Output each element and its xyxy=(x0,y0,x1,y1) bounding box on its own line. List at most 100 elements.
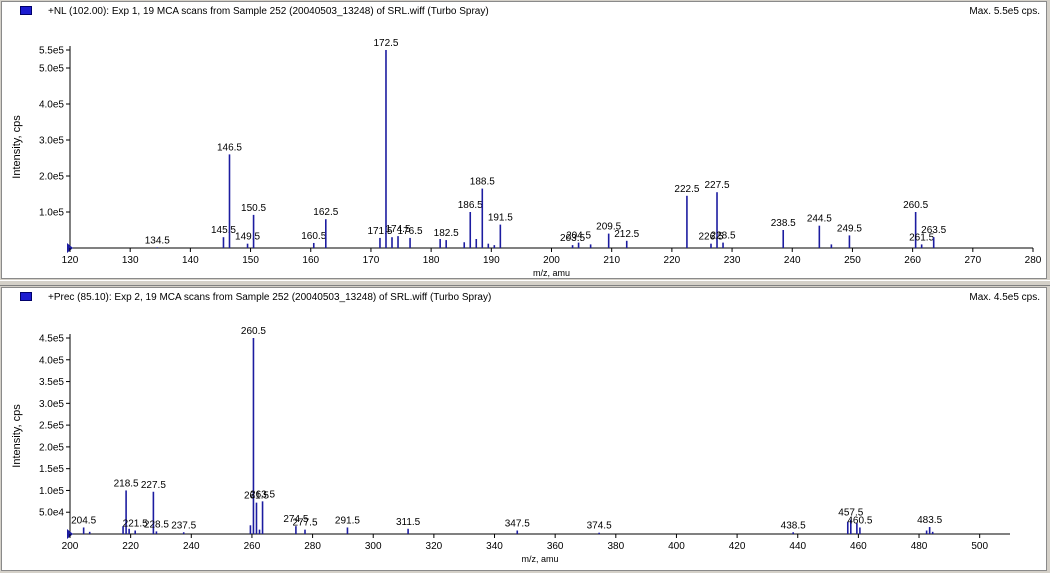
peak-label: 227.5 xyxy=(705,180,730,191)
pane-header: +NL (102.00): Exp 1, 19 MCA scans from S… xyxy=(2,2,1046,22)
y-tick-label: 5.5e5 xyxy=(39,46,64,57)
pane-select-marker[interactable] xyxy=(20,6,32,15)
x-tick-label: 500 xyxy=(971,541,988,552)
x-tick-label: 340 xyxy=(486,541,503,552)
spectrum-chart-nl[interactable]: 120 130 140 150 160 170 180 190 200 210 220 230 240 2… xyxy=(2,2,1046,278)
spectrum-chart-prec[interactable]: 200 220 240 260 280 300 320 340 360 380 400 420 440 4… xyxy=(2,288,1046,570)
peak-label: 204.5 xyxy=(566,231,591,242)
y-tick-label: 2.0e5 xyxy=(39,172,64,183)
x-tick-label: 190 xyxy=(483,255,500,266)
peak-label: 171.5 xyxy=(367,226,392,237)
peak-label: 438.5 xyxy=(781,520,806,531)
x-tick-label: 270 xyxy=(964,255,981,266)
y-tick-label: 2.0e5 xyxy=(39,442,64,453)
peak-label: 249.5 xyxy=(837,223,862,234)
peak-label: 182.5 xyxy=(434,228,459,239)
x-tick-label: 230 xyxy=(724,255,741,266)
peak-label: 347.5 xyxy=(505,519,530,530)
peak-label: 291.5 xyxy=(335,515,360,526)
x-tick-label: 280 xyxy=(1025,255,1042,266)
y-tick-label: 1.0e5 xyxy=(39,486,64,497)
x-tick-label: 300 xyxy=(365,541,382,552)
spectrum-pane-bottom: +Prec (85.10): Exp 2, 19 MCA scans from … xyxy=(1,287,1047,571)
y-tick-label: 5.0e5 xyxy=(39,64,64,75)
peak-label: 146.5 xyxy=(217,142,242,153)
peak-label: 238.5 xyxy=(771,218,796,229)
x-tick-label: 120 xyxy=(62,255,79,266)
x-axis-label: m/z, amu xyxy=(533,268,570,278)
max-intensity-label: Max. 5.5e5 cps. xyxy=(969,6,1040,17)
peak-label: 274.5 xyxy=(283,514,308,525)
max-intensity-label: Max. 4.5e5 cps. xyxy=(969,292,1040,303)
y-axis-label: Intensity, cps xyxy=(11,404,23,468)
peak-label: 149.5 xyxy=(235,232,260,243)
peak-label: 244.5 xyxy=(807,214,832,225)
peak-label: 227.5 xyxy=(141,480,166,491)
peak-label: 226.5 xyxy=(698,232,723,243)
peak-label: 374.5 xyxy=(587,521,612,532)
peak-label: 277.5 xyxy=(292,518,317,529)
x-tick-label: 200 xyxy=(543,255,560,266)
spectrum-pane-top: +NL (102.00): Exp 1, 19 MCA scans from S… xyxy=(1,1,1047,279)
y-tick-label: 2.5e5 xyxy=(39,421,64,432)
y-tick-label: 5.0e4 xyxy=(39,508,64,519)
x-tick-label: 460 xyxy=(850,541,867,552)
x-tick-label: 260 xyxy=(904,255,921,266)
peak-label: 212.5 xyxy=(614,229,639,240)
y-tick-label: 3.5e5 xyxy=(39,377,64,388)
y-tick-label: 1.5e5 xyxy=(39,464,64,475)
x-tick-label: 180 xyxy=(423,255,440,266)
peak-label: 228.5 xyxy=(144,519,169,530)
x-tick-label: 240 xyxy=(183,541,200,552)
x-axis-label: m/z, amu xyxy=(521,554,558,564)
x-tick-label: 440 xyxy=(789,541,806,552)
x-tick-label: 200 xyxy=(62,541,79,552)
x-tick-label: 250 xyxy=(844,255,861,266)
peak-label: 261.5 xyxy=(244,491,269,502)
y-axis-label: Intensity, cps xyxy=(11,115,23,179)
y-tick-label: 1.0e5 xyxy=(39,208,64,219)
peak-label: 204.5 xyxy=(71,515,96,526)
peak-label: 457.5 xyxy=(838,508,863,519)
peak-label: 222.5 xyxy=(674,184,699,195)
peak-label: 150.5 xyxy=(241,203,266,214)
x-tick-label: 130 xyxy=(122,255,139,266)
spectrum-title: +NL (102.00): Exp 1, 19 MCA scans from S… xyxy=(48,6,489,17)
x-tick-label: 240 xyxy=(784,255,801,266)
peak-label: 263.5 xyxy=(921,225,946,236)
x-tick-label: 260 xyxy=(244,541,261,552)
peak-label: 218.5 xyxy=(114,478,139,489)
y-tick-label: 4.0e5 xyxy=(39,100,64,111)
peak-label: 145.5 xyxy=(211,225,236,236)
x-tick-label: 150 xyxy=(242,255,259,266)
x-tick-label: 360 xyxy=(547,541,564,552)
peak-label: 176.5 xyxy=(398,226,423,237)
peak-label: 172.5 xyxy=(373,38,398,49)
peak-label: 221.5 xyxy=(123,519,148,530)
pane-header: +Prec (85.10): Exp 2, 19 MCA scans from … xyxy=(2,288,1046,308)
x-tick-label: 400 xyxy=(668,541,685,552)
peak-label: 160.5 xyxy=(301,231,326,242)
y-tick-label: 3.0e5 xyxy=(39,399,64,410)
peak-label: 228.5 xyxy=(711,231,736,242)
x-tick-label: 140 xyxy=(182,255,199,266)
y-tick-label: 3.0e5 xyxy=(39,136,64,147)
peak-label: 237.5 xyxy=(171,520,196,531)
x-tick-label: 210 xyxy=(603,255,620,266)
x-tick-label: 380 xyxy=(607,541,624,552)
peak-label: 261.5 xyxy=(909,232,934,243)
peak-label: 174.5 xyxy=(386,224,411,235)
peak-label: 134.5 xyxy=(145,235,170,246)
peak-label: 186.5 xyxy=(458,200,483,211)
x-tick-label: 220 xyxy=(664,255,681,266)
pane-splitter[interactable] xyxy=(0,280,1050,286)
peak-label: 162.5 xyxy=(313,207,338,218)
peak-label: 260.5 xyxy=(903,200,928,211)
peak-label: 263.5 xyxy=(250,489,275,500)
peak-label: 460.5 xyxy=(847,515,872,526)
y-tick-label: 4.5e5 xyxy=(39,334,64,345)
x-tick-label: 320 xyxy=(426,541,443,552)
pane-select-marker[interactable] xyxy=(20,292,32,301)
x-tick-label: 480 xyxy=(911,541,928,552)
spectrum-title: +Prec (85.10): Exp 2, 19 MCA scans from … xyxy=(48,292,492,303)
